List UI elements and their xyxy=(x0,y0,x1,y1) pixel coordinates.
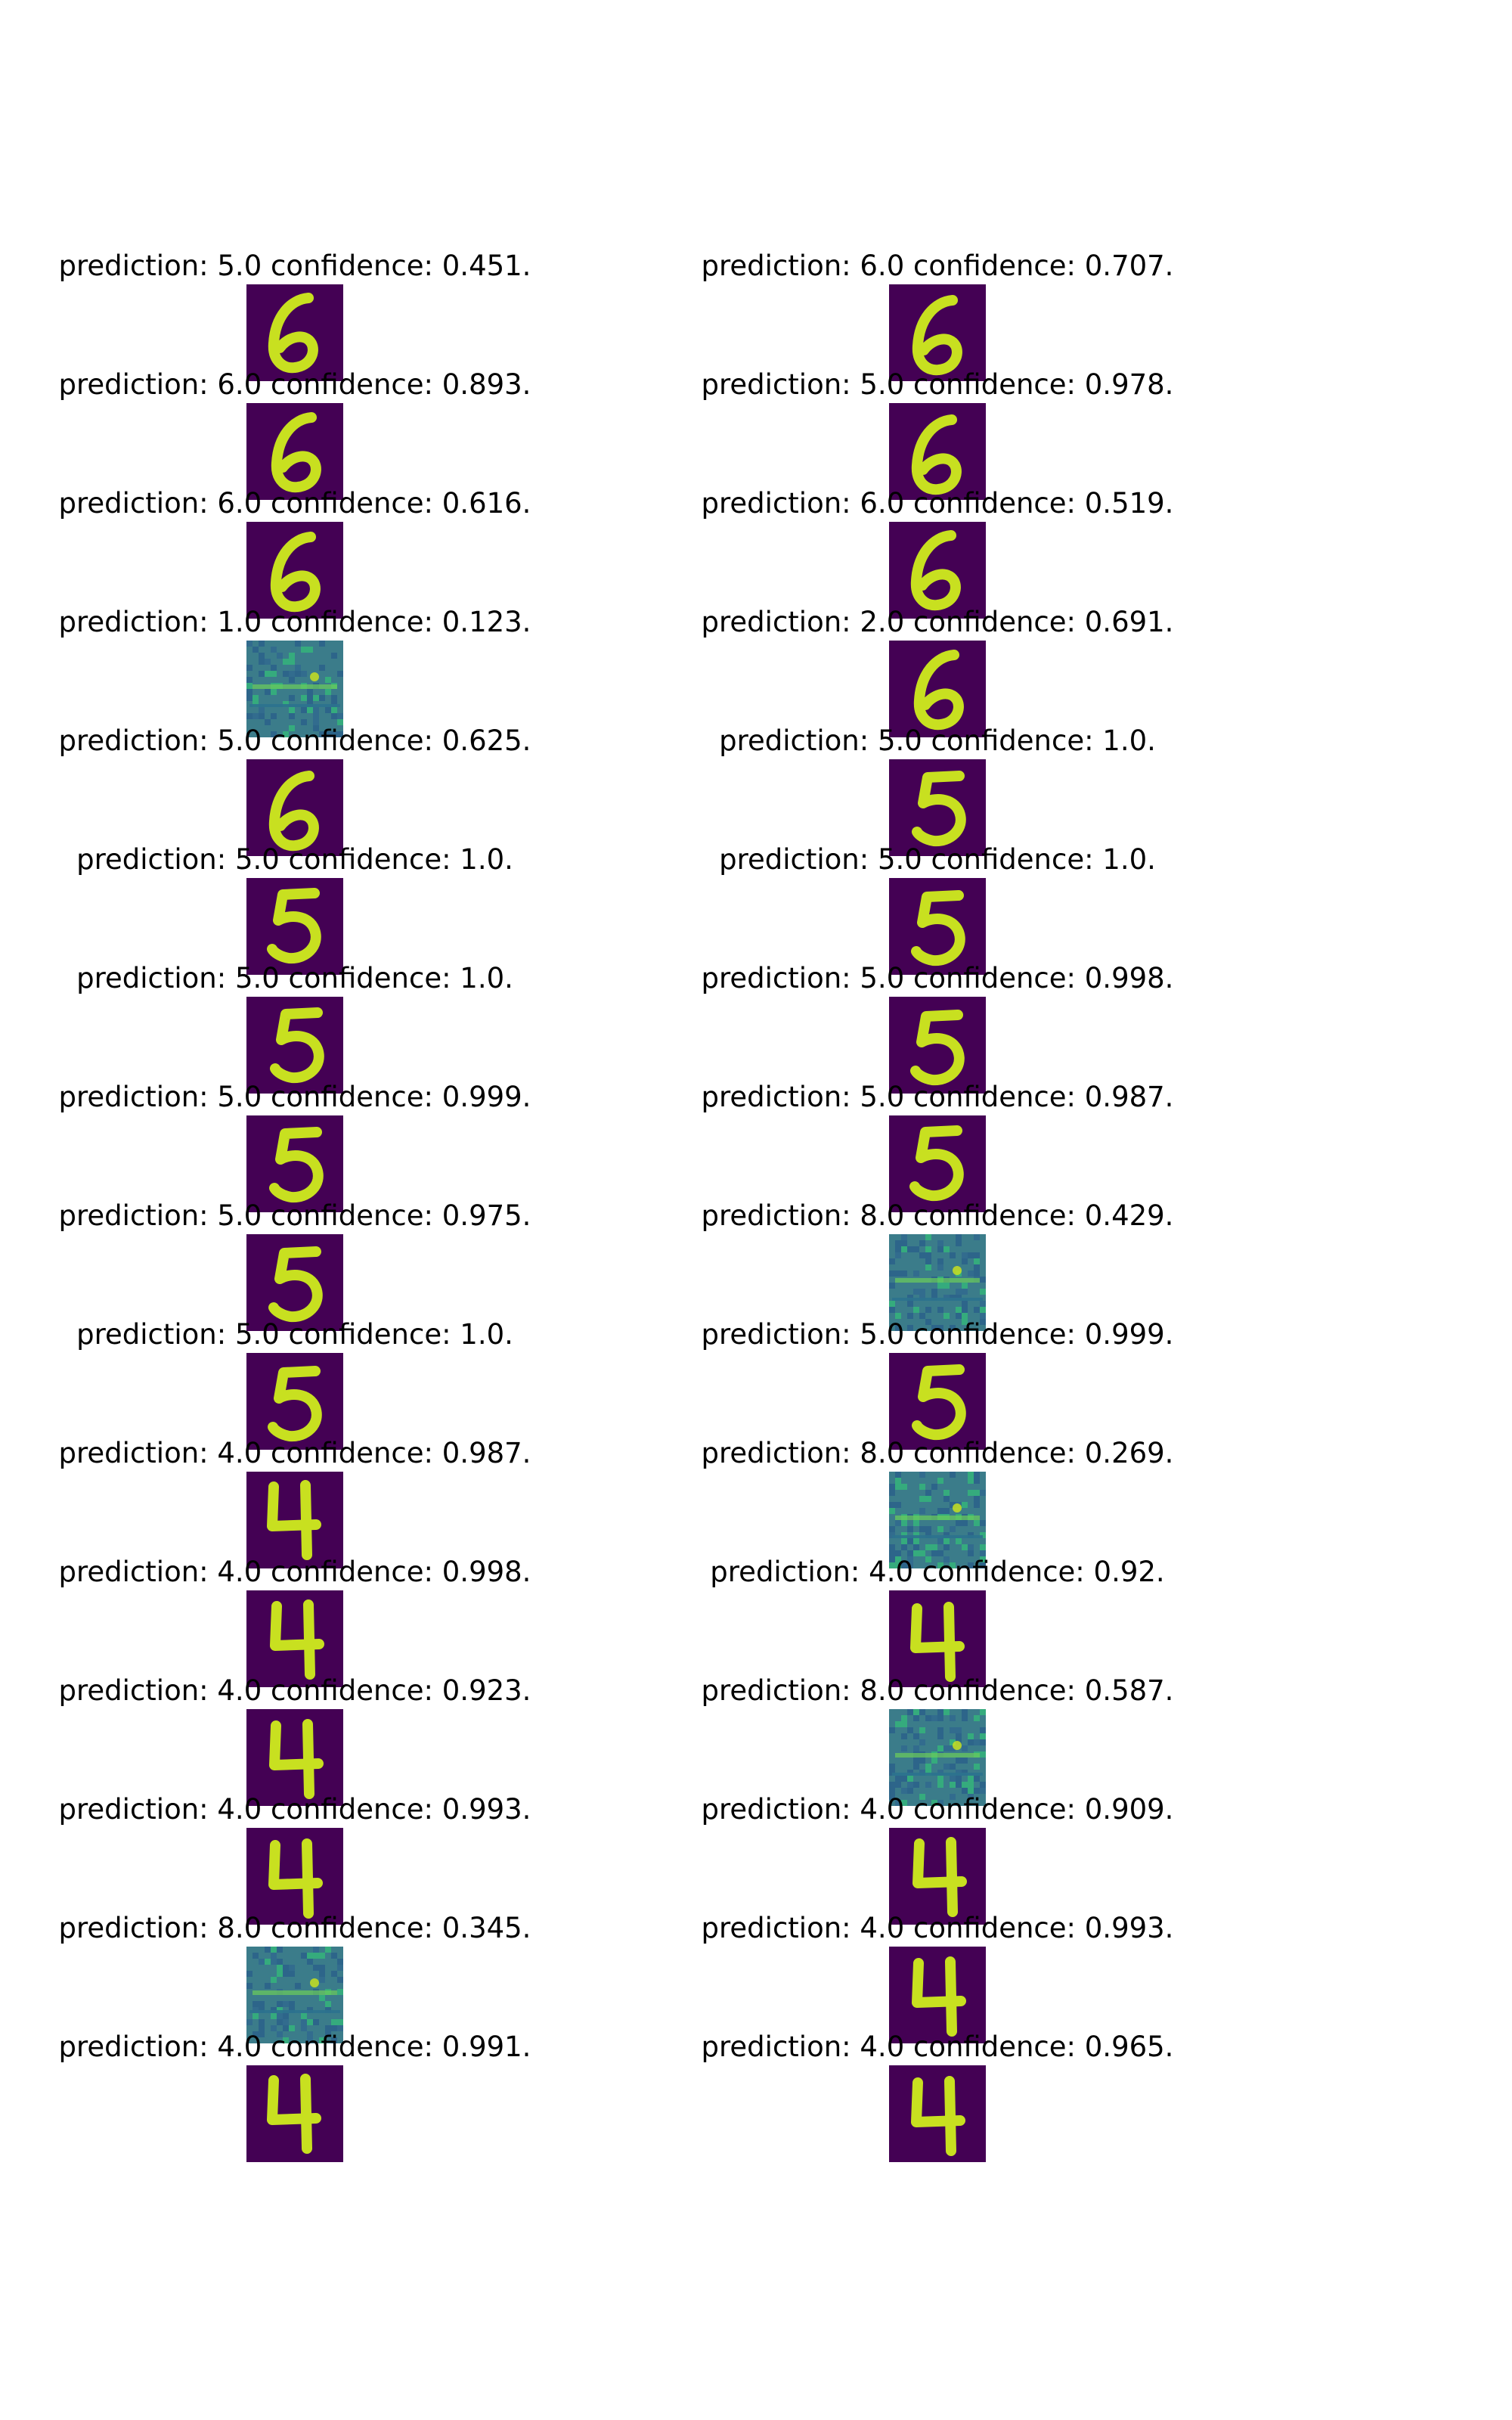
digit-thumbnail xyxy=(246,1709,343,1806)
digit-thumbnail xyxy=(889,997,986,1094)
thumbnail-image xyxy=(246,1234,343,1331)
digit-thumbnail xyxy=(246,1115,343,1212)
digit-thumbnail xyxy=(246,1828,343,1925)
prediction-label: prediction: 5.0 confidence: 1.0. xyxy=(559,843,1315,876)
digit-thumbnail xyxy=(246,1590,343,1687)
prediction-label: prediction: 6.0 confidence: 0.519. xyxy=(559,487,1315,520)
prediction-label: prediction: 5.0 confidence: 0.978. xyxy=(559,368,1315,402)
thumbnail-image xyxy=(889,1472,986,1568)
noise-thumbnail xyxy=(246,641,343,737)
digit-thumbnail xyxy=(889,1115,986,1212)
digit-thumbnail xyxy=(246,878,343,975)
prediction-label: prediction: 8.0 confidence: 0.429. xyxy=(559,1199,1315,1233)
noise-thumbnail xyxy=(889,1234,986,1331)
digit-thumbnail xyxy=(246,759,343,856)
thumbnail-image xyxy=(889,1947,986,2043)
prediction-label: prediction: 5.0 confidence: 1.0. xyxy=(559,724,1315,758)
digit-thumbnail xyxy=(889,759,986,856)
prediction-label: prediction: 8.0 confidence: 0.269. xyxy=(559,1437,1315,1470)
prediction-label: prediction: 4.0 confidence: 0.993. xyxy=(559,1912,1315,1945)
prediction-label: prediction: 5.0 confidence: 0.999. xyxy=(559,1318,1315,1351)
digit-thumbnail xyxy=(246,284,343,381)
thumbnail-image xyxy=(246,641,343,737)
thumbnail-image xyxy=(246,1590,343,1687)
thumbnail-image xyxy=(246,522,343,619)
thumbnail-image xyxy=(889,522,986,619)
digit-thumbnail xyxy=(246,997,343,1094)
thumbnail-image xyxy=(889,878,986,975)
digit-thumbnail xyxy=(246,1472,343,1568)
thumbnail-image xyxy=(889,1709,986,1806)
thumbnail-image xyxy=(889,403,986,500)
digit-thumbnail xyxy=(889,878,986,975)
prediction-label: prediction: 2.0 confidence: 0.691. xyxy=(559,606,1315,639)
digit-thumbnail xyxy=(889,1947,986,2043)
prediction-label: prediction: 4.0 confidence: 0.92. xyxy=(559,1556,1315,1589)
thumbnail-image xyxy=(246,1115,343,1212)
digit-thumbnail xyxy=(889,403,986,500)
digit-thumbnail xyxy=(246,2065,343,2162)
digit-thumbnail xyxy=(889,2065,986,2162)
prediction-label: prediction: 5.0 confidence: 0.987. xyxy=(559,1081,1315,1114)
thumbnail-image xyxy=(246,1353,343,1450)
thumbnail-image xyxy=(889,1590,986,1687)
thumbnail-image xyxy=(246,759,343,856)
thumbnail-image xyxy=(246,997,343,1094)
prediction-label: prediction: 4.0 confidence: 0.965. xyxy=(559,2031,1315,2064)
prediction-label: prediction: 5.0 confidence: 0.998. xyxy=(559,962,1315,995)
thumbnail-image xyxy=(246,1947,343,2043)
digit-thumbnail xyxy=(889,284,986,381)
digit-thumbnail xyxy=(246,1353,343,1450)
noise-thumbnail xyxy=(246,1947,343,2043)
noise-thumbnail xyxy=(889,1472,986,1568)
thumbnail-image xyxy=(246,1472,343,1568)
thumbnail-image xyxy=(246,1709,343,1806)
thumbnail-image xyxy=(889,1234,986,1331)
digit-thumbnail xyxy=(246,522,343,619)
thumbnail-image xyxy=(889,1828,986,1925)
digit-thumbnail xyxy=(246,1234,343,1331)
thumbnail-image xyxy=(246,878,343,975)
thumbnail-image xyxy=(889,997,986,1094)
prediction-label: prediction: 6.0 confidence: 0.707. xyxy=(559,250,1315,283)
prediction-label: prediction: 8.0 confidence: 0.587. xyxy=(559,1674,1315,1708)
thumbnail-image xyxy=(889,641,986,737)
thumbnail-image xyxy=(889,759,986,856)
thumbnail-image xyxy=(246,2065,343,2162)
digit-thumbnail xyxy=(889,1353,986,1450)
digit-thumbnail xyxy=(889,522,986,619)
thumbnail-image xyxy=(889,1353,986,1450)
digit-thumbnail xyxy=(889,641,986,737)
thumbnail-image xyxy=(889,1115,986,1212)
thumbnail-image xyxy=(889,2065,986,2162)
thumbnail-image xyxy=(889,284,986,381)
prediction-label: prediction: 4.0 confidence: 0.909. xyxy=(559,1793,1315,1826)
digit-thumbnail xyxy=(889,1828,986,1925)
digit-thumbnail xyxy=(246,403,343,500)
thumbnail-image xyxy=(246,284,343,381)
thumbnail-image xyxy=(246,403,343,500)
digit-thumbnail xyxy=(889,1590,986,1687)
noise-thumbnail xyxy=(889,1709,986,1806)
thumbnail-image xyxy=(246,1828,343,1925)
prediction-panel: prediction: 4.0 confidence: 0.965. xyxy=(559,2031,1315,2182)
